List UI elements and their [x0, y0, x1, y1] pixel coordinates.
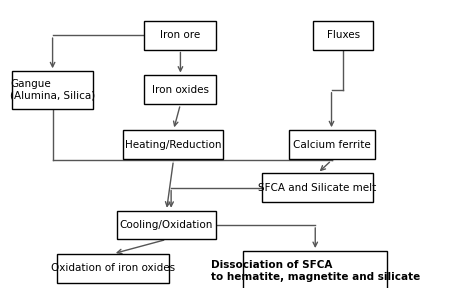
Text: SFCA and Silicate melt: SFCA and Silicate melt	[258, 183, 377, 193]
Text: Iron ore: Iron ore	[160, 30, 201, 40]
FancyBboxPatch shape	[145, 75, 217, 104]
FancyBboxPatch shape	[124, 130, 223, 159]
Text: Calcium ferrite: Calcium ferrite	[292, 140, 370, 149]
Text: Fluxes: Fluxes	[327, 30, 360, 40]
FancyBboxPatch shape	[262, 173, 374, 202]
FancyBboxPatch shape	[243, 251, 387, 289]
Text: Heating/Reduction: Heating/Reduction	[125, 140, 222, 149]
Text: Iron oxides: Iron oxides	[152, 85, 209, 95]
Text: Gangue
(Alumina, Silica): Gangue (Alumina, Silica)	[10, 79, 95, 101]
Text: Dissociation of SFCA
to hematite, magnetite and silicate: Dissociation of SFCA to hematite, magnet…	[210, 260, 420, 282]
FancyBboxPatch shape	[117, 211, 217, 239]
FancyBboxPatch shape	[12, 71, 93, 109]
Text: Cooling/Oxidation: Cooling/Oxidation	[120, 220, 213, 230]
Text: Oxidation of iron oxides: Oxidation of iron oxides	[51, 263, 175, 273]
FancyBboxPatch shape	[289, 130, 374, 159]
FancyBboxPatch shape	[145, 21, 217, 50]
FancyBboxPatch shape	[313, 21, 374, 50]
FancyBboxPatch shape	[57, 254, 169, 283]
